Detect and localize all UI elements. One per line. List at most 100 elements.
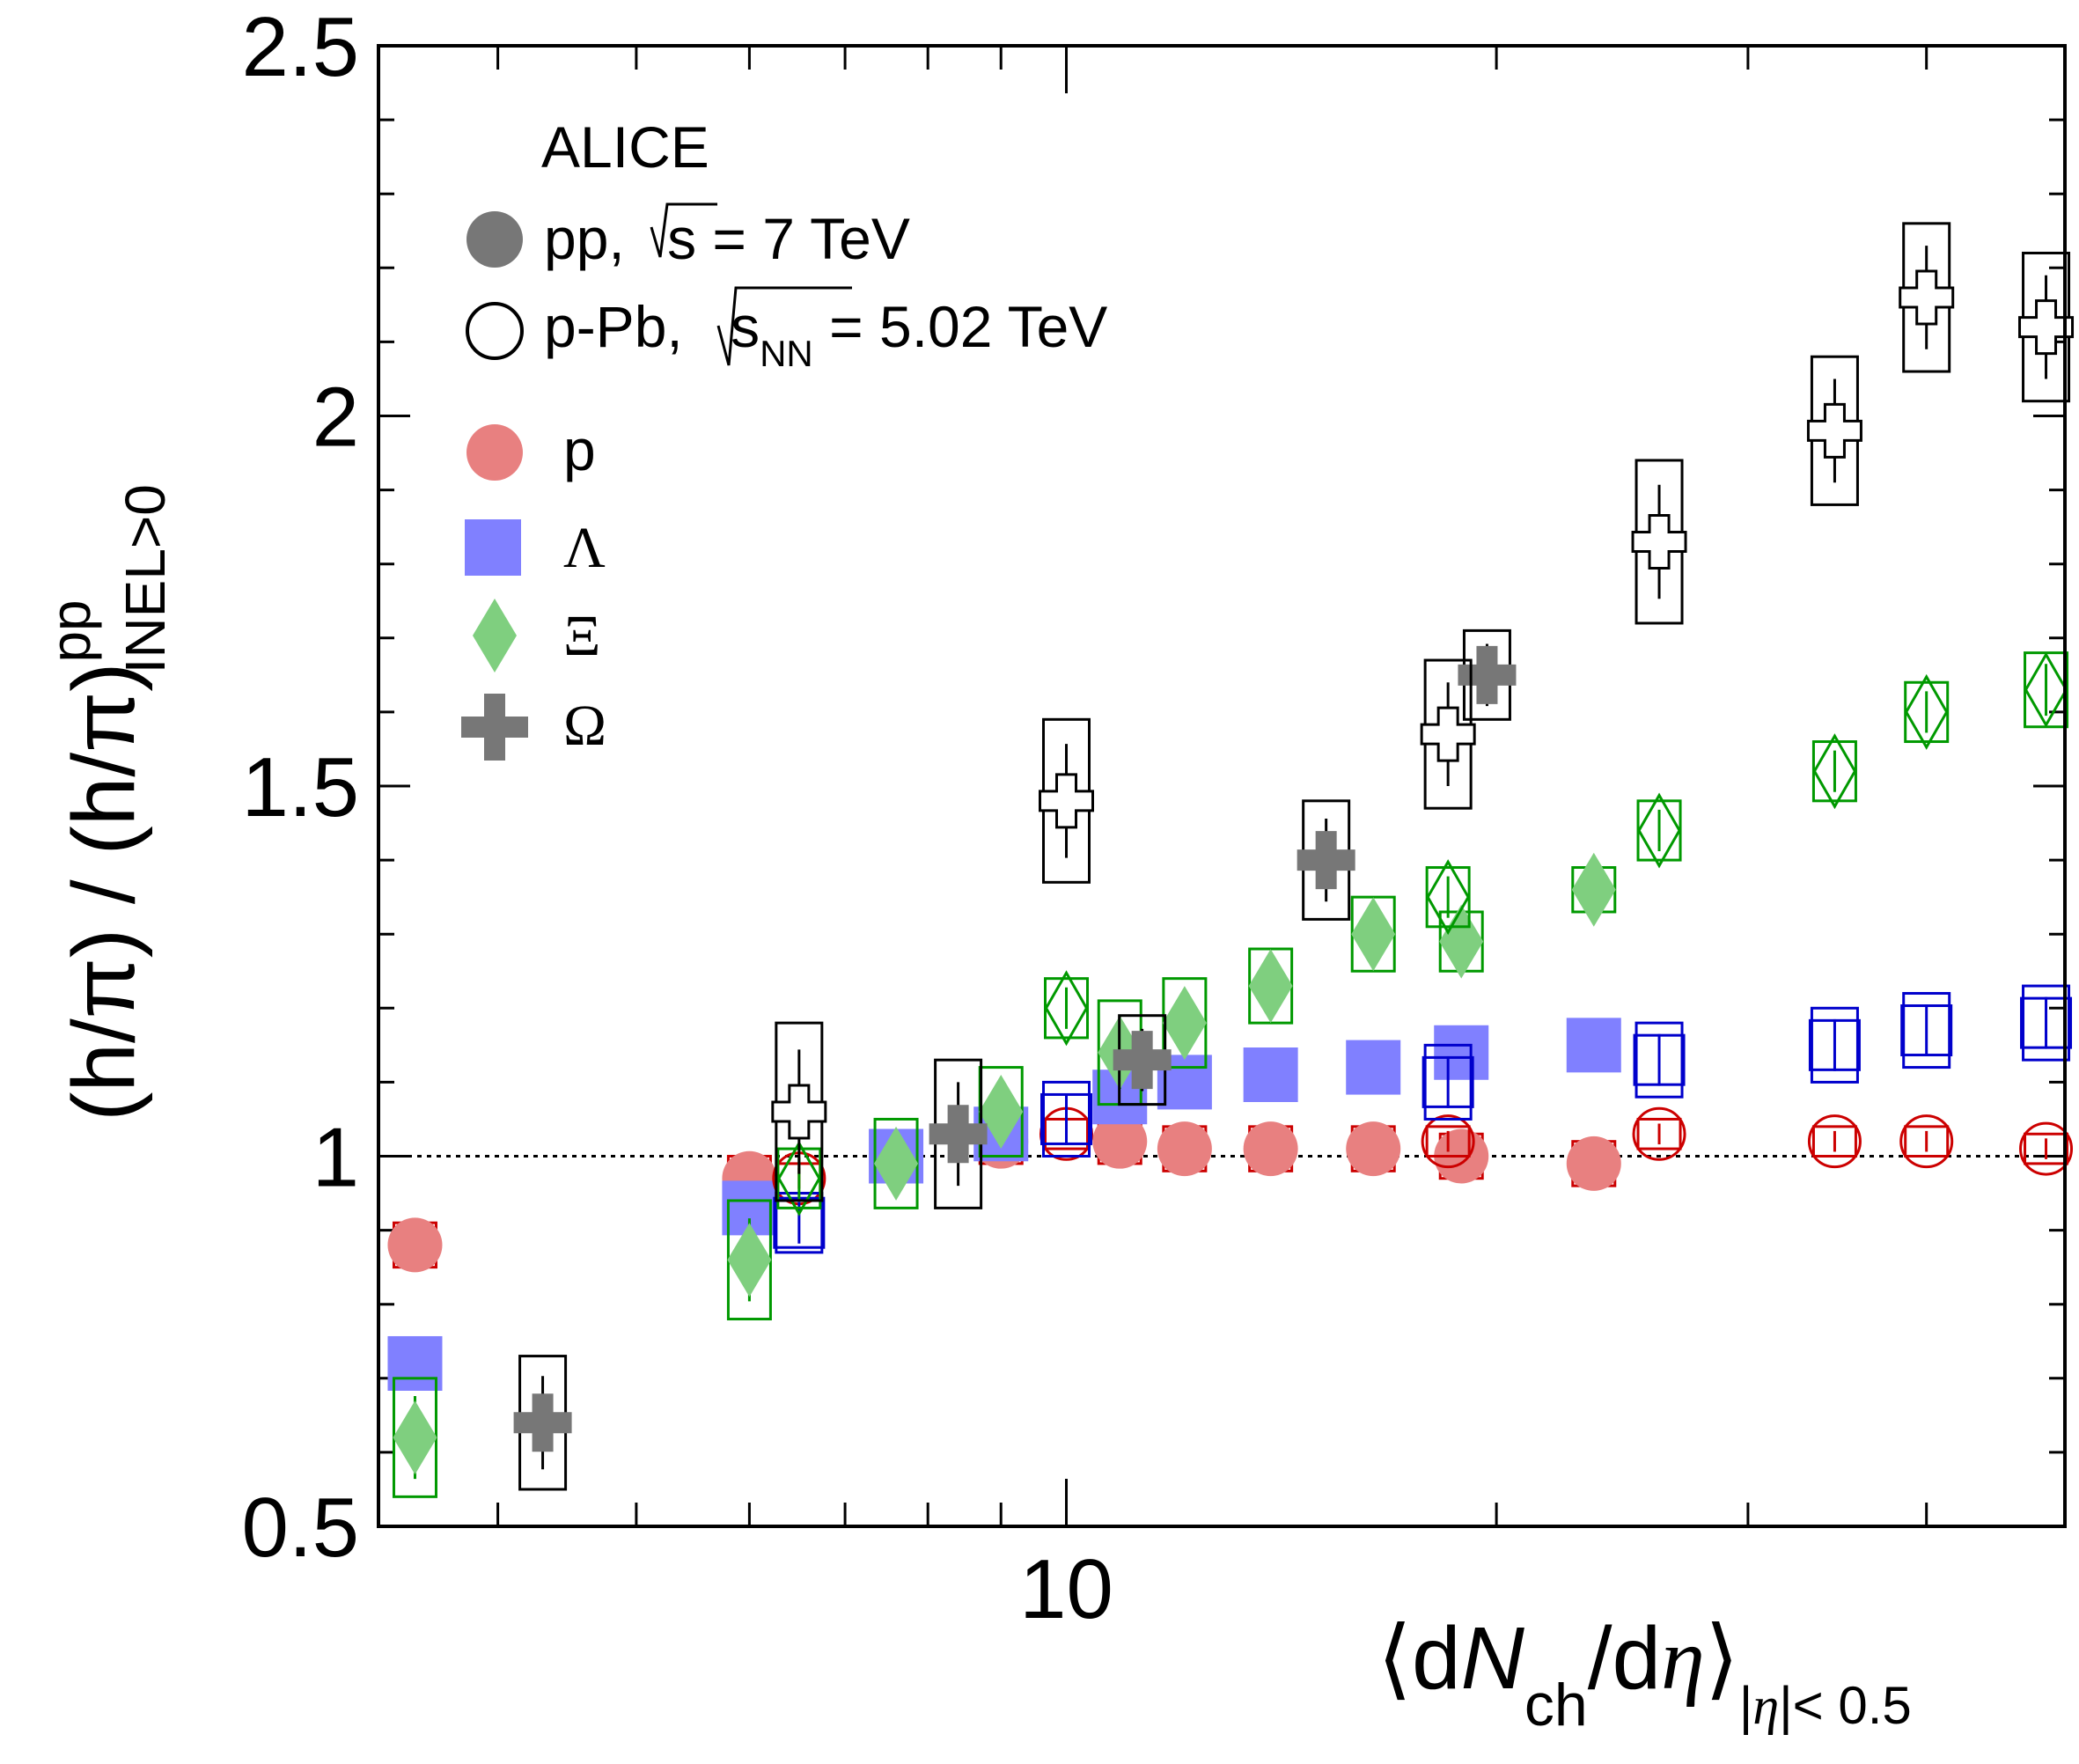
marker-omega-ppb: [2018, 299, 2075, 356]
marker-omega-ppb: [1806, 402, 1862, 459]
y-tick-label: 2.5: [242, 0, 359, 94]
legend-sqrt-ppb: [716, 286, 852, 366]
marker-xi-ppb: [777, 1140, 821, 1216]
axis-tick-labels: 0.5 1 1.5 2 2.5 10: [242, 0, 1113, 1636]
legend-sqrt-pp: [650, 202, 717, 258]
y-tick-label: 1.5: [242, 740, 359, 834]
marker-lambda-ppb: [1900, 1004, 1953, 1057]
marker-lambda-pp: [387, 1335, 443, 1391]
syst-error-box: [1425, 1125, 1471, 1158]
y-axis-title-main: (h/π) / (h/π): [55, 663, 153, 1121]
x-axis-title-close: ⟩: [1705, 1609, 1739, 1708]
marker-p-pp: [1157, 1121, 1212, 1177]
syst-error-box: [1042, 1080, 1091, 1158]
marker-xi-ppb: [1904, 673, 1949, 750]
legend-marker-ppb: [466, 302, 524, 360]
syst-error-box: [1810, 1006, 1859, 1084]
marker-omega-ppb: [1899, 269, 1955, 326]
marker-lambda-pp: [1566, 1018, 1621, 1073]
marker-xi-ppb: [1044, 970, 1089, 1047]
marker-lambda-ppb: [1633, 1033, 1686, 1086]
marker-omega-pp: [1458, 645, 1517, 704]
marker-p-pp: [1243, 1121, 1298, 1177]
marker-p-pp: [1092, 1114, 1148, 1169]
marker-xi-pp: [727, 1223, 772, 1297]
x-axis-title-ch: ch: [1524, 1672, 1588, 1738]
marker-p-ppb: [2019, 1121, 2074, 1176]
legend-experiment-label: ALICE: [541, 114, 709, 180]
marker-xi-pp: [874, 1126, 919, 1201]
marker-xi-ppb: [1426, 859, 1470, 936]
marker-lambda-ppb: [1808, 1018, 1861, 1071]
marker-omega-pp: [1113, 1031, 1172, 1090]
marker-xi-pp: [1571, 852, 1616, 927]
marker-omega-pp: [513, 1393, 572, 1452]
x-axis-title-eta: η: [1661, 1610, 1705, 1708]
marker-omega-pp: [929, 1105, 988, 1164]
y-axis-title-sub: INEL>0: [114, 484, 177, 673]
data-markers: [387, 222, 2075, 1498]
marker-p-ppb: [1421, 1114, 1475, 1169]
x-axis-range-eta: η: [1752, 1677, 1779, 1735]
marker-omega-ppb: [1420, 706, 1476, 762]
marker-lambda-pp: [1243, 1047, 1298, 1102]
marker-xi-pp: [1439, 904, 1484, 979]
marker-xi-ppb: [2024, 651, 2068, 728]
marker-xi-ppb: [1637, 792, 1681, 869]
marker-omega-ppb: [1631, 513, 1687, 570]
syst-error-box: [1423, 1043, 1473, 1121]
legend-entry-ppb: p-Pb, sNN = 5.02 TeV: [544, 294, 1107, 374]
legend-species-lambda: Λ: [563, 516, 606, 580]
legend-species-p: p: [563, 417, 596, 482]
legend-marker-xi: [473, 599, 517, 673]
marker-p-ppb: [1632, 1106, 1686, 1161]
syst-error-box: [1636, 1117, 1682, 1150]
x-axis-title-open: ⟨d: [1377, 1609, 1461, 1708]
legend-marker-proton: [466, 424, 523, 481]
legend-entry-pp: pp, s = 7 TeV: [544, 206, 910, 271]
marker-xi-pp: [979, 1075, 1024, 1150]
legend-marker-pp: [466, 211, 523, 268]
syst-error-box: [2022, 984, 2071, 1062]
x-axis-title-mid: /d: [1588, 1609, 1661, 1708]
marker-p-pp: [1566, 1136, 1621, 1191]
marker-p-ppb: [1899, 1114, 1954, 1169]
syst-error-box: [1635, 1021, 1684, 1099]
y-axis-title-sup: pp: [39, 599, 102, 662]
marker-xi-pp: [1351, 897, 1396, 972]
marker-omega-ppb: [1039, 773, 1094, 829]
marker-omega-pp: [1297, 831, 1355, 890]
legend-marker-omega: [461, 694, 528, 761]
x-axis-title-N: N: [1461, 1609, 1525, 1708]
minor-ticks: [378, 44, 2065, 1528]
plot-frame: [377, 44, 2067, 1528]
legend-species-xi: Ξ: [563, 604, 600, 668]
svg-text:⟨dNch/dη⟩|η|< 0.5: ⟨dNch/dη⟩|η|< 0.5: [1377, 1609, 1912, 1738]
marker-omega-ppb: [771, 1084, 827, 1140]
syst-error-box: [1811, 1125, 1857, 1158]
marker-lambda-pp: [1434, 1025, 1489, 1080]
marker-xi-pp: [1248, 949, 1293, 1024]
marker-xi-ppb: [1812, 733, 1857, 810]
legend: ALICE pp, s = 7 TeV p-Pb, sNN = 5.02 TeV…: [461, 114, 1107, 761]
marker-lambda-ppb: [1040, 1092, 1093, 1145]
marker-lambda-pp: [1346, 1040, 1401, 1095]
syst-error-box: [1904, 1125, 1950, 1158]
x-tick-label: 10: [1019, 1542, 1113, 1636]
marker-p-pp: [387, 1217, 443, 1273]
marker-xi-pp: [1162, 986, 1207, 1061]
syst-error-box: [1902, 991, 1951, 1069]
y-tick-label: 1: [312, 1111, 359, 1205]
legend-species-omega: Ω: [563, 694, 606, 758]
y-axis-title: (h/π) / (h/π)pp INEL>0: [39, 484, 177, 1121]
marker-p-pp: [1346, 1121, 1401, 1177]
syst-error-box: [2024, 1132, 2069, 1165]
marker-lambda-ppb: [1422, 1055, 1474, 1108]
x-axis-range-post: |< 0.5: [1779, 1676, 1912, 1735]
marker-xi-pp: [393, 1400, 437, 1475]
marker-lambda-ppb: [2020, 996, 2073, 1049]
x-axis-range-pre: |: [1739, 1676, 1753, 1735]
legend-marker-lambda: [465, 519, 521, 576]
